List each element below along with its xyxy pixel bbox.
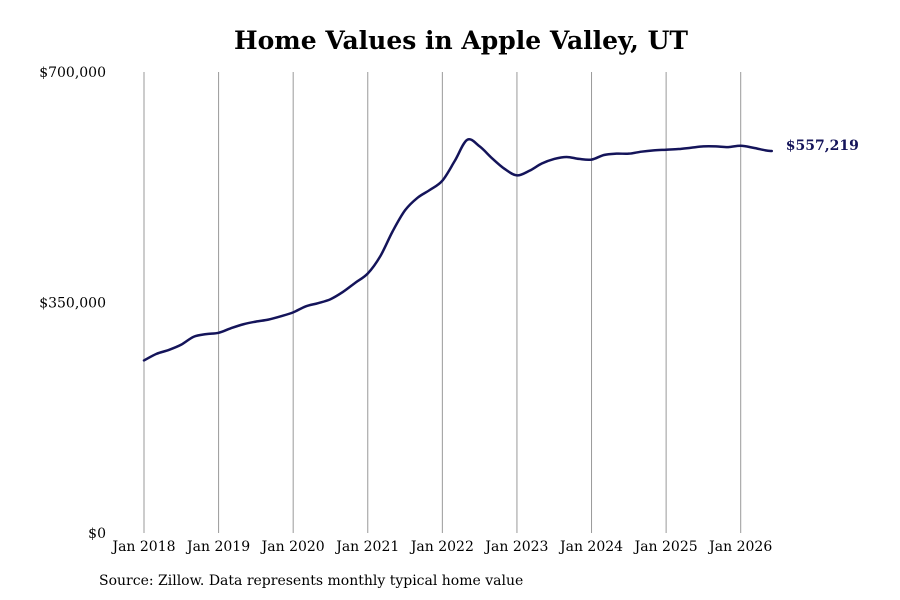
x-tick-label: Jan 2025 bbox=[633, 539, 698, 555]
x-tick-label: Jan 2022 bbox=[409, 539, 474, 555]
x-tick-label: Jan 2024 bbox=[558, 539, 623, 555]
end-label-layer: $557,219 bbox=[786, 138, 859, 154]
chart-title: Home Values in Apple Valley, UT bbox=[233, 26, 688, 55]
x-tick-label: Jan 2026 bbox=[707, 539, 772, 555]
y-tick-label: $700,000 bbox=[39, 65, 106, 81]
series-line-0 bbox=[142, 138, 774, 362]
x-tick-label: Jan 2023 bbox=[483, 539, 548, 555]
y-axis: $0 $350,000 $700,000 bbox=[39, 65, 106, 542]
x-tick-label: Jan 2021 bbox=[334, 539, 399, 555]
x-tick-label: Jan 2019 bbox=[185, 539, 250, 555]
x-axis: Jan 2018 Jan 2019 Jan 2020 Jan 2021 Jan 2022… bbox=[110, 539, 772, 555]
x-tick-label: Jan 2020 bbox=[260, 539, 325, 555]
y-tick-label: $0 bbox=[88, 526, 106, 542]
end-value-label: $557,219 bbox=[786, 138, 859, 154]
source-note: Source: Zillow. Data represents monthly … bbox=[99, 573, 524, 589]
series-layer bbox=[142, 138, 774, 362]
x-tick-label: Jan 2018 bbox=[110, 539, 175, 555]
gridlines bbox=[143, 72, 742, 533]
y-tick-label: $350,000 bbox=[39, 296, 106, 312]
